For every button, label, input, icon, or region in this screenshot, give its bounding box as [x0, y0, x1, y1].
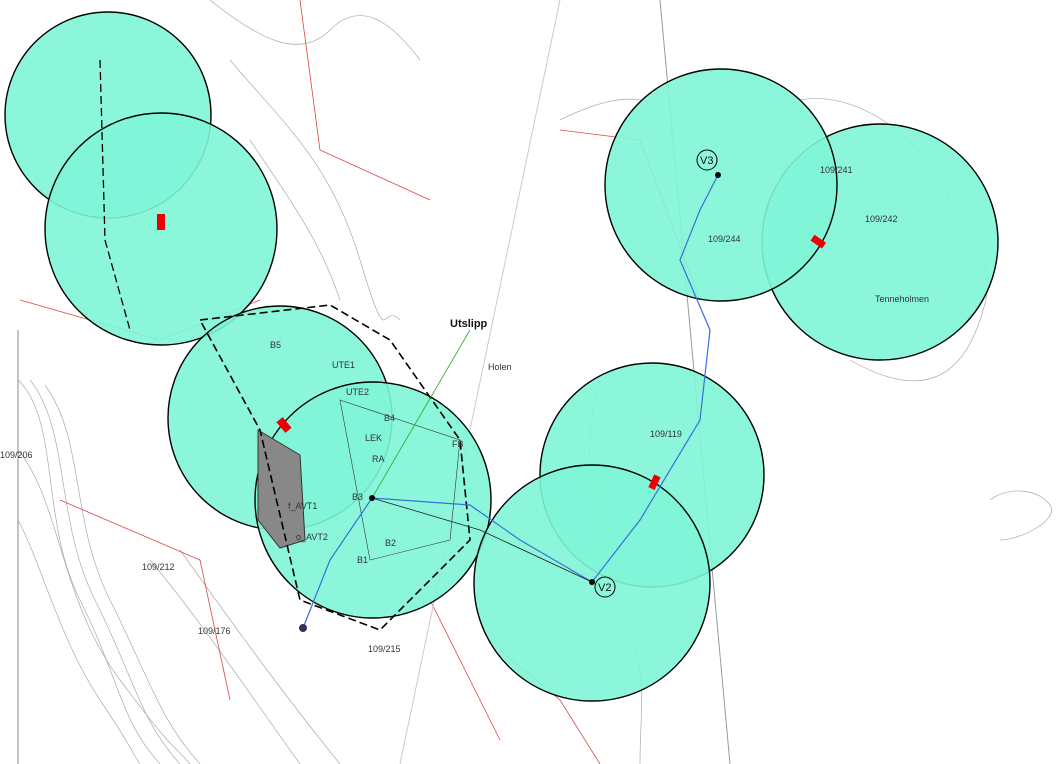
- parcel-label: 109/244: [708, 234, 741, 244]
- parcel-label: 109/119: [650, 429, 682, 439]
- parcel-label: 109/212: [142, 562, 175, 572]
- area-label: o_AVT2: [296, 532, 328, 542]
- marker: [810, 234, 827, 249]
- area-label: UTE1: [332, 360, 355, 370]
- zones: [4, 11, 999, 702]
- point: [299, 624, 307, 632]
- area-label: LEK: [365, 433, 382, 443]
- place-label: Holen: [488, 362, 512, 372]
- label-ring: [696, 149, 718, 171]
- road: [99, 59, 131, 331]
- parcel-label: 109/206: [0, 450, 33, 460]
- marker: [276, 417, 292, 433]
- point: [369, 495, 375, 501]
- area-label: B4: [384, 413, 395, 423]
- parcel-label: 109/176: [198, 626, 231, 636]
- zone-circle: [604, 68, 838, 302]
- marker: [648, 474, 661, 491]
- outlet-line: [371, 329, 471, 499]
- point: [715, 172, 721, 178]
- parcel-label: 109/242: [865, 214, 898, 224]
- place-label: Tenneholmen: [875, 294, 929, 304]
- labels: Utslipp Holen V2 V3 B1 B2 B3 B4 B5 LEK f…: [0, 155, 929, 654]
- area-label: FB: [452, 439, 464, 449]
- pipe: [302, 174, 719, 629]
- building-area: [257, 429, 306, 549]
- hatched-area: [339, 399, 461, 561]
- area-label: B3: [352, 492, 363, 502]
- parcel-label: 109/241: [820, 165, 853, 175]
- area-label: B5: [270, 340, 281, 350]
- parcel-label: 109/215: [368, 644, 401, 654]
- site-details: [99, 59, 827, 632]
- area-label: f_AVT1: [288, 501, 317, 511]
- area-label: B1: [357, 555, 368, 565]
- area-label: B2: [385, 538, 396, 548]
- area-label: UTE2: [346, 387, 369, 397]
- marker: [157, 214, 165, 230]
- area-label: RA: [372, 454, 385, 464]
- point: [589, 579, 595, 585]
- pipe: [371, 497, 593, 583]
- label-ring: [594, 576, 616, 598]
- point-label: V2: [598, 582, 611, 594]
- point-label: V3: [700, 155, 713, 167]
- plan-boundary: [198, 304, 471, 631]
- outlet-label: Utslipp: [450, 318, 488, 330]
